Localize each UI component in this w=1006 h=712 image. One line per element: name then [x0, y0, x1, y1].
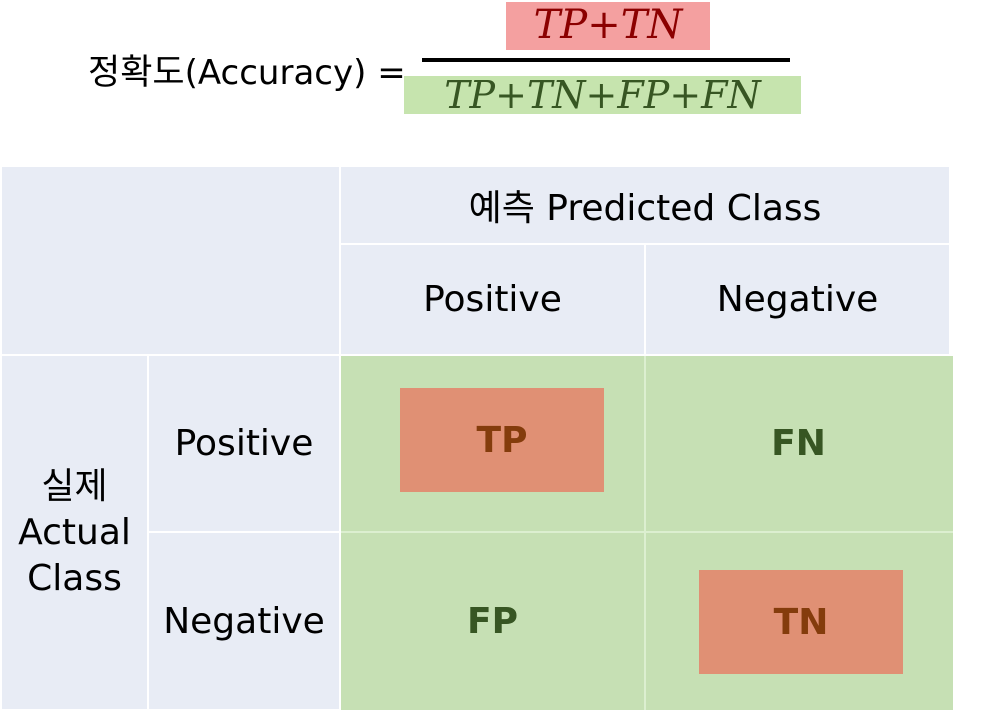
actual-class-korean: 실제	[41, 465, 108, 507]
equals-sign: =	[377, 53, 406, 93]
predicted-class-header-text: 예측 Predicted Class	[468, 188, 822, 229]
accuracy-label-english: (Accuracy)	[184, 53, 367, 93]
actual-positive-text: Positive	[174, 423, 314, 464]
actual-negative-header: Negative	[149, 533, 339, 709]
true-positive-cell: TP	[400, 388, 604, 492]
predicted-negative-text: Negative	[716, 279, 879, 320]
formula-denominator: TP+TN+FP+FN	[444, 73, 761, 117]
actual-class-word1: Actual	[18, 511, 131, 553]
false-positive-label: FP	[467, 601, 518, 642]
corner-cell	[2, 167, 339, 354]
fraction-bar	[422, 58, 790, 62]
false-negative-cell: FN	[646, 356, 951, 531]
matrix-body-horizontal-divider	[341, 531, 953, 533]
actual-class-word2: Class	[27, 557, 122, 599]
actual-positive-header: Positive	[149, 356, 339, 531]
formula-numerator: TP+TN	[533, 2, 683, 48]
true-negative-label: TN	[773, 601, 829, 643]
matrix-body-vertical-divider	[644, 356, 646, 710]
accuracy-label: 정확도(Accuracy) =	[88, 44, 406, 95]
false-negative-label: FN	[771, 423, 826, 464]
true-negative-cell: TN	[699, 570, 903, 674]
predicted-negative-header: Negative	[646, 245, 949, 354]
numerator-highlight	[506, 2, 710, 50]
true-positive-label: TP	[476, 419, 528, 461]
denominator-highlight	[404, 76, 801, 114]
false-positive-cell: FP	[341, 533, 644, 710]
predicted-positive-header: Positive	[341, 245, 644, 354]
accuracy-label-korean: 정확도	[88, 53, 185, 93]
actual-class-header: 실제 Actual Class	[2, 356, 147, 709]
predicted-positive-text: Positive	[423, 279, 562, 320]
actual-negative-text: Negative	[163, 600, 325, 642]
predicted-class-header: 예측 Predicted Class	[341, 167, 949, 243]
